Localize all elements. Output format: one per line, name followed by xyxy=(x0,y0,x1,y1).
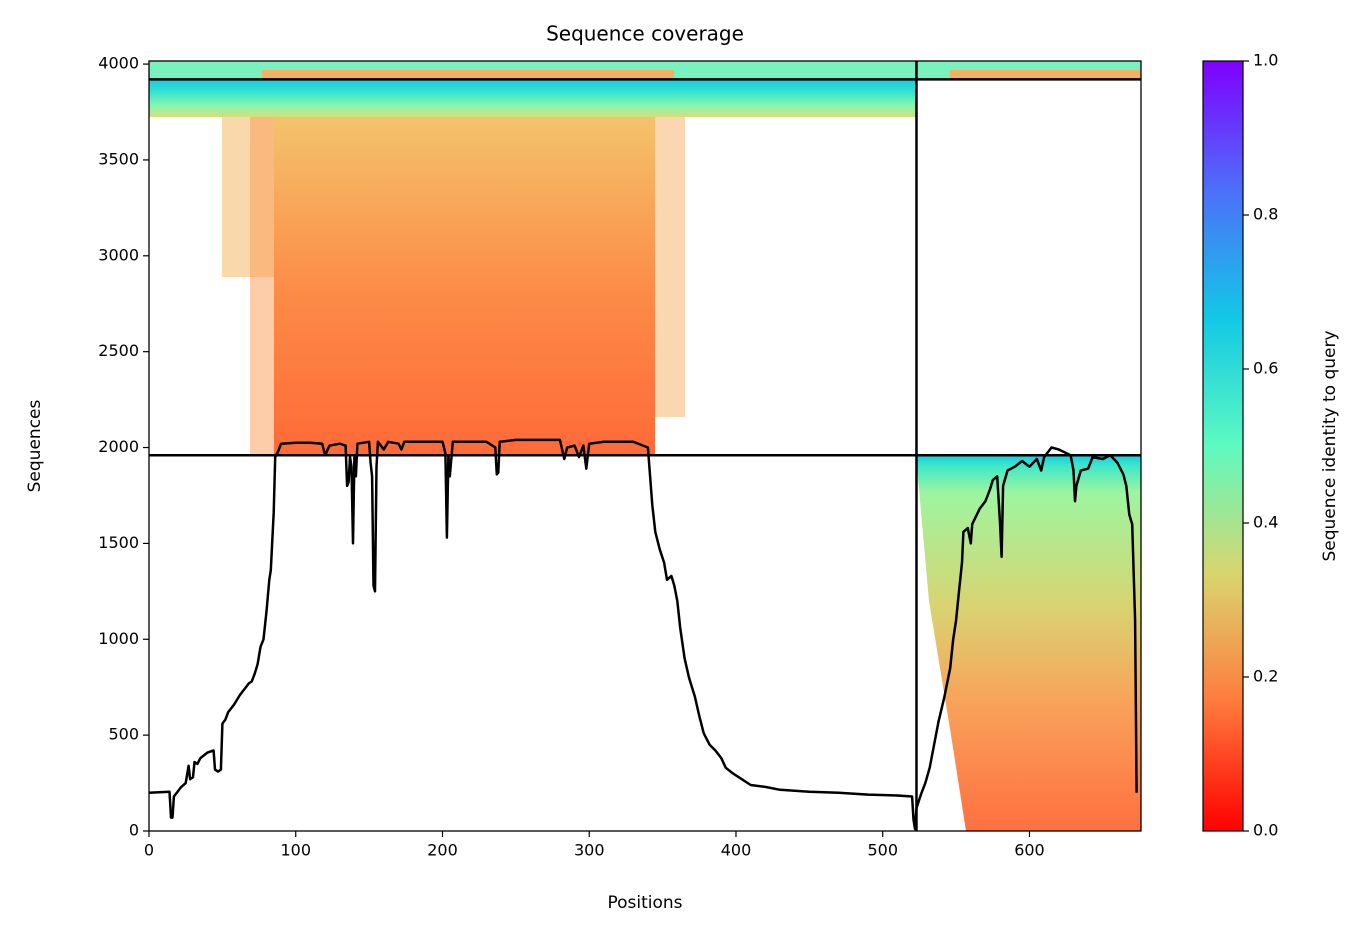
heatmap-block xyxy=(274,117,655,455)
colorbar-tick-label: 0.4 xyxy=(1253,513,1278,532)
coverage-line xyxy=(148,438,1138,831)
x-axis-label: Positions xyxy=(607,893,682,913)
heatmap-fringe xyxy=(655,117,685,417)
axes-frame xyxy=(148,60,1142,832)
colorbar-tick-label: 0.6 xyxy=(1253,359,1278,378)
heatmap-block xyxy=(262,70,674,79)
x-tick-label: 200 xyxy=(427,841,458,860)
x-tick-label: 400 xyxy=(721,841,752,860)
y-tick-label: 1000 xyxy=(98,629,139,648)
colorbar-tick-label: 1.0 xyxy=(1253,51,1278,70)
x-tick-label: 500 xyxy=(867,841,898,860)
y-tick-label: 500 xyxy=(108,725,139,744)
colorbar-tick-label: 0.0 xyxy=(1253,821,1278,840)
y-tick-label: 2000 xyxy=(98,437,139,456)
x-tick-label: 0 xyxy=(144,841,154,860)
heatmap-block xyxy=(917,455,1141,831)
y-tick-label: 3500 xyxy=(98,149,139,168)
y-tick-label: 3000 xyxy=(98,245,139,264)
y-tick-label: 0 xyxy=(129,821,139,840)
colorbar-tick-label: 0.2 xyxy=(1253,667,1278,686)
y-tick-label: 4000 xyxy=(98,54,139,73)
y-axis-label: Sequences xyxy=(25,400,45,493)
heatmap-block xyxy=(950,70,1141,79)
y-tick-label: 2500 xyxy=(98,341,139,360)
x-tick-label: 300 xyxy=(574,841,605,860)
chart-title: Sequence coverage xyxy=(546,22,744,46)
x-tick-label: 600 xyxy=(1014,841,1045,860)
colorbar xyxy=(1202,60,1244,832)
colorbar-label: Sequence identity to query xyxy=(1320,330,1340,561)
x-tick-label: 100 xyxy=(280,841,311,860)
heatmap-fringe xyxy=(250,117,274,455)
heatmap-block xyxy=(149,79,917,117)
colorbar-tick-label: 0.8 xyxy=(1253,205,1278,224)
y-tick-label: 1500 xyxy=(98,533,139,552)
coverage-heatmap xyxy=(149,61,1141,831)
